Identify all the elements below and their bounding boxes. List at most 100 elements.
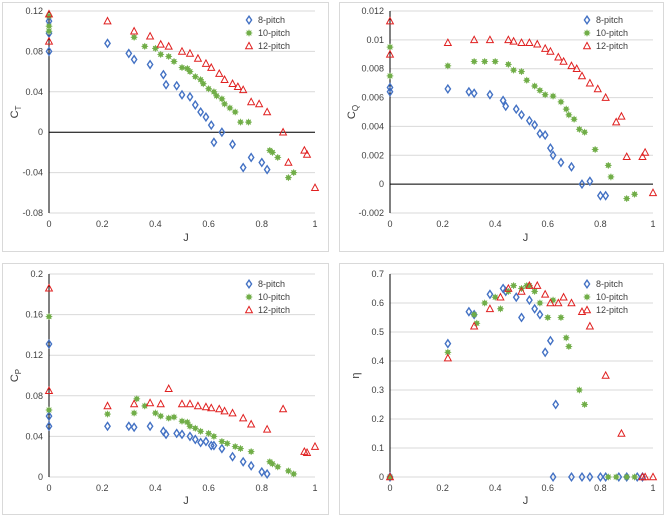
- data-point: [284, 467, 293, 475]
- data-point: [525, 115, 533, 126]
- data-point: [386, 82, 394, 93]
- data-point: [191, 99, 199, 110]
- data-point: [612, 473, 621, 481]
- x-axis-label: J: [523, 495, 529, 507]
- data-point: [470, 57, 479, 66]
- data-point: [601, 370, 610, 379]
- data-point: [602, 190, 610, 201]
- data-point: [130, 409, 139, 417]
- data-point: [262, 424, 272, 433]
- data-point: [585, 321, 595, 330]
- data-point: [554, 298, 563, 307]
- data-point: [132, 394, 141, 403]
- data-point: [164, 414, 173, 423]
- data-point: [191, 424, 200, 433]
- y-axis-label-sub: Q: [351, 105, 360, 111]
- x-tick-label: 0: [387, 219, 392, 229]
- y-axis-label-main: η: [350, 372, 362, 378]
- data-point: [45, 421, 53, 432]
- data-point: [549, 150, 557, 161]
- legend-label: 12-pitch: [596, 305, 628, 315]
- data-point: [196, 75, 205, 84]
- data-point: [591, 145, 600, 154]
- legend-label: 8-pitch: [596, 15, 623, 25]
- data-point: [217, 94, 226, 103]
- y-tick-label: 0.12: [25, 350, 43, 360]
- data-point: [638, 152, 647, 161]
- data-point: [199, 79, 208, 88]
- y-axis-label-sub: T: [14, 105, 23, 110]
- data-point: [577, 307, 587, 315]
- data-point: [540, 289, 550, 298]
- data-point: [575, 386, 584, 394]
- series-10-pitch: [386, 43, 639, 203]
- data-point: [140, 42, 149, 51]
- data-point: [465, 306, 473, 317]
- data-point: [231, 108, 240, 116]
- data-point: [480, 299, 489, 307]
- legend-marker: [583, 293, 591, 301]
- data-point: [130, 33, 139, 42]
- data-point: [145, 398, 155, 407]
- data-point: [247, 152, 255, 163]
- data-point: [640, 147, 650, 156]
- data-point: [258, 157, 266, 168]
- data-point: [486, 89, 494, 100]
- data-point: [525, 38, 534, 47]
- data-point: [596, 471, 604, 483]
- y-axis-label-main: C: [346, 111, 358, 119]
- data-point: [586, 471, 594, 483]
- data-point: [191, 72, 200, 81]
- data-point: [443, 353, 453, 362]
- data-point: [186, 67, 194, 76]
- data-point: [207, 120, 215, 131]
- data-point: [125, 421, 133, 432]
- data-point: [262, 107, 272, 116]
- data-point: [504, 283, 513, 292]
- x-tick-label: 0.8: [594, 483, 607, 493]
- data-point: [45, 22, 53, 31]
- legend-marker: [245, 14, 253, 26]
- data-point: [204, 429, 213, 438]
- data-point: [485, 304, 495, 313]
- legend-marker: [583, 278, 591, 290]
- data-point: [45, 27, 53, 36]
- data-point: [173, 80, 181, 91]
- data-point: [443, 38, 453, 47]
- data-point: [578, 179, 586, 190]
- data-point: [278, 127, 288, 136]
- data-point: [239, 456, 247, 467]
- data-point: [562, 105, 571, 114]
- y-tick-label: 0.16: [25, 310, 43, 320]
- y-tick-label: 0.7: [371, 269, 384, 279]
- data-point: [229, 139, 236, 150]
- data-point: [223, 439, 232, 448]
- data-point: [518, 109, 525, 120]
- data-point: [177, 399, 187, 408]
- data-point: [536, 309, 544, 320]
- x-tick-label: 0.2: [436, 219, 449, 229]
- legend-label: 12-pitch: [258, 305, 290, 315]
- data-point: [201, 58, 211, 67]
- x-tick-label: 0.8: [256, 219, 269, 229]
- legend-marker: [245, 278, 253, 290]
- x-tick-label: 0.2: [436, 483, 449, 493]
- data-point: [559, 292, 568, 301]
- series-8-pitch: [45, 338, 271, 479]
- data-point: [564, 110, 573, 119]
- data-point: [44, 386, 54, 395]
- data-point: [238, 85, 248, 94]
- data-point: [480, 57, 489, 66]
- data-point: [617, 111, 626, 120]
- data-point: [525, 281, 534, 290]
- legend: 8-pitch 10-pitch 12-pitch: [244, 278, 290, 315]
- data-point: [220, 75, 229, 83]
- data-point: [162, 429, 170, 440]
- data-point: [254, 99, 264, 108]
- legend-label: 8-pitch: [258, 15, 285, 25]
- data-point: [486, 289, 494, 300]
- data-point: [44, 36, 54, 45]
- x-tick-label: 0.8: [594, 219, 607, 229]
- data-point: [129, 26, 139, 35]
